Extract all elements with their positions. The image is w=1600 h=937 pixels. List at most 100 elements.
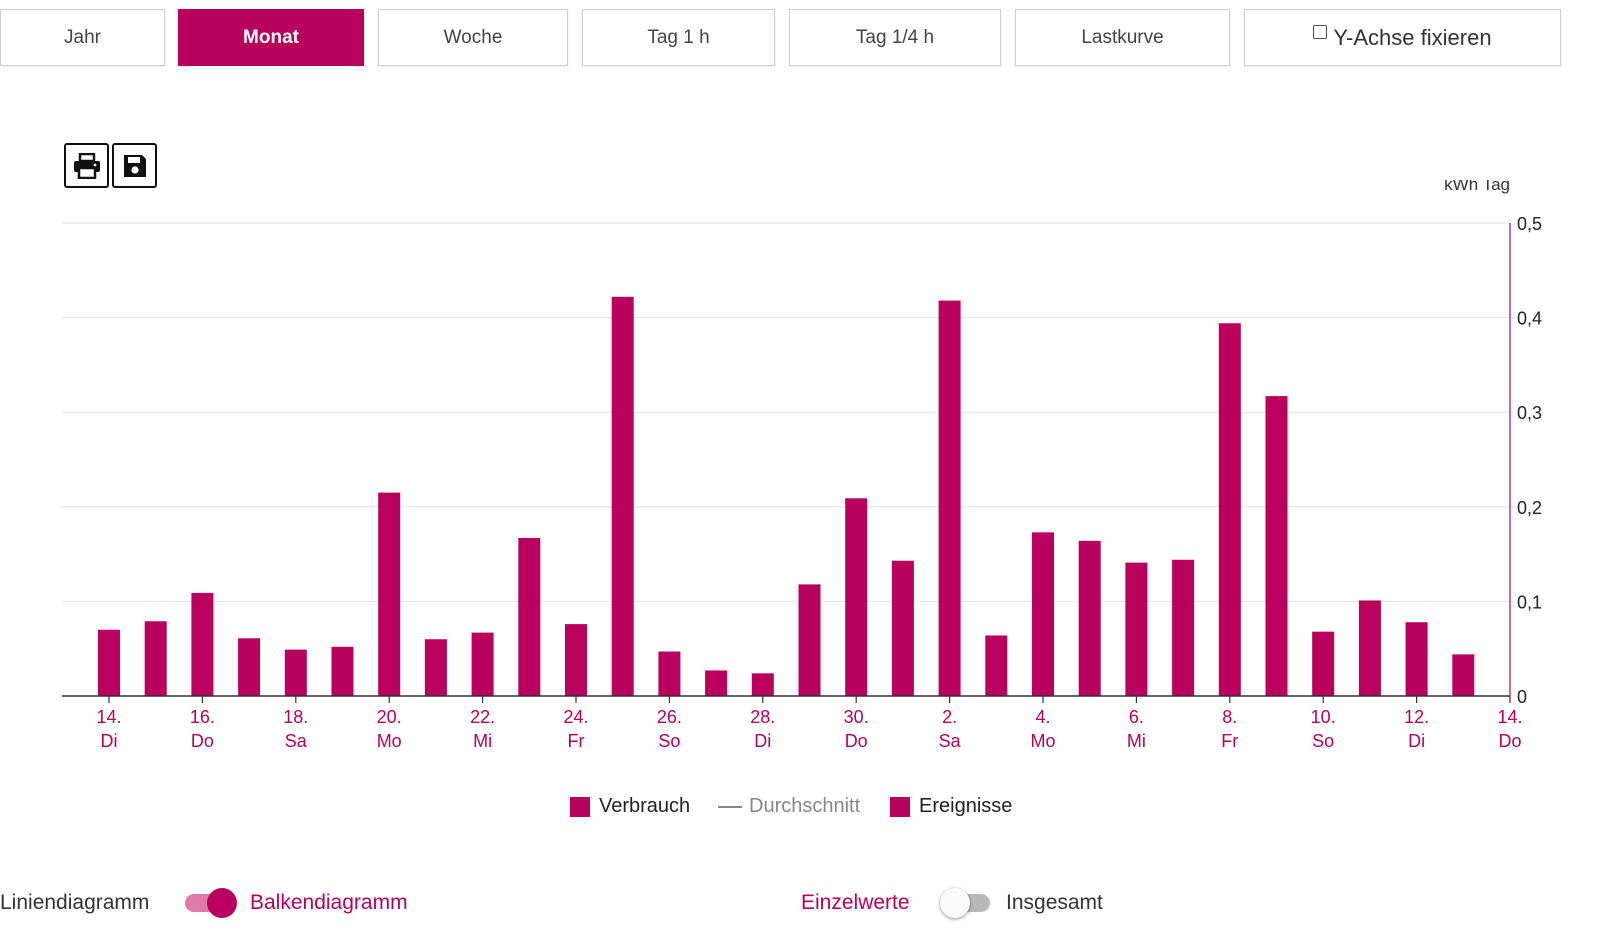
bar-day-32: [938, 300, 961, 696]
chart-grid: [62, 222, 1510, 602]
tab-woche[interactable]: Woche: [378, 9, 568, 66]
bar-day-20: [378, 492, 401, 696]
y-tick-label: 0,1: [1517, 592, 1542, 612]
x-tick-date: 28.: [750, 707, 775, 727]
x-tick-weekday: Sa: [939, 731, 962, 751]
bar-day-31: [891, 560, 914, 696]
bar-day-30: [845, 498, 868, 696]
tab-monat[interactable]: Monat: [178, 9, 364, 66]
x-tick-date: 14.: [1497, 707, 1522, 727]
chart-type-toggle-knob: [207, 888, 237, 918]
x-tick-weekday: Di: [101, 731, 118, 751]
y-axis-unit-label: kWh Tag: [1444, 180, 1510, 194]
legend-item-verbrauch[interactable]: Verbrauch: [570, 795, 690, 818]
x-tick-date: 2.: [942, 707, 957, 727]
bar-day-41: [1358, 600, 1381, 696]
y-tick-label: 0,4: [1517, 309, 1542, 329]
tab-tag-1h[interactable]: Tag 1 h: [582, 9, 775, 66]
bar-day-35: [1078, 540, 1101, 696]
x-tick-date: 18.: [283, 707, 308, 727]
bar-day-26: [658, 651, 681, 696]
bar-day-21: [424, 639, 447, 696]
x-tick-date: 8.: [1222, 707, 1237, 727]
x-tick-weekday: Mo: [377, 731, 402, 751]
save-button[interactable]: [112, 143, 157, 188]
x-tick-weekday: Mi: [473, 731, 492, 751]
x-tick-date: 30.: [844, 707, 869, 727]
value-mode-toggle-knob: [940, 888, 970, 918]
bar-day-23: [518, 538, 541, 696]
chart-legend: Verbrauch Durchschnitt Ereignisse: [0, 795, 1600, 825]
bar-day-25: [611, 296, 634, 696]
bar-day-29: [798, 584, 821, 696]
legend-label-ereignisse: Ereignisse: [919, 795, 1013, 817]
bar-day-28: [751, 673, 774, 696]
legend-swatch-verbrauch: [570, 796, 590, 817]
x-tick-date: 22.: [470, 707, 495, 727]
x-tick-date: 16.: [190, 707, 215, 727]
x-tick-date: 6.: [1129, 707, 1144, 727]
x-tick-weekday: Mi: [1127, 731, 1146, 751]
bar-day-18: [284, 649, 307, 696]
total-label: Insgesamt: [1006, 891, 1103, 914]
tab-lastkurve[interactable]: Lastkurve: [1015, 9, 1230, 66]
bar-chart-label: Balkendiagramm: [250, 891, 408, 914]
fix-y-axis-label: Y-Achse fixieren: [1333, 24, 1492, 50]
bar-day-38: [1218, 323, 1241, 696]
printer-icon: [73, 152, 100, 179]
x-tick-date: 26.: [657, 707, 682, 727]
x-tick-weekday: So: [658, 731, 680, 751]
legend-item-ereignisse[interactable]: Ereignisse: [890, 795, 1012, 818]
x-tick-weekday: Do: [1498, 731, 1521, 751]
bar-day-27: [705, 670, 728, 696]
legend-label-durchschnitt: Durchschnitt: [749, 795, 861, 817]
y-tick-label: 0,2: [1517, 498, 1542, 518]
x-tick-weekday: Fr: [568, 731, 585, 751]
x-tick-date: 14.: [96, 707, 121, 727]
legend-label-verbrauch: Verbrauch: [599, 795, 691, 817]
fix-y-axis-option[interactable]: Y-Achse fixieren: [1244, 9, 1561, 66]
chart-axes: 0 0,1 0,2 0,3 0,4 0,5 14. Di 16. Do 18. Sa 20. Mo 22. M…: [62, 214, 1542, 751]
chart-controls: Liniendiagramm Balkendiagramm Einzelwert…: [0, 885, 1600, 921]
x-tick-date: 24.: [563, 707, 588, 727]
tab-jahr[interactable]: Jahr: [0, 9, 165, 66]
x-tick-weekday: Fr: [1221, 731, 1238, 751]
bar-day-17: [238, 638, 261, 696]
bar-day-19: [331, 646, 354, 696]
bar-day-33: [985, 635, 1008, 696]
x-tick-weekday: Di: [1408, 731, 1425, 751]
bar-day-37: [1172, 559, 1195, 696]
chart-bars: [98, 296, 1475, 696]
y-tick-label: 0,3: [1517, 403, 1542, 423]
period-tabs: Jahr Monat Woche Tag 1 h Tag 1/4 h Lastk…: [0, 9, 1600, 68]
single-values-label: Einzelwerte: [801, 891, 910, 914]
bar-day-22: [471, 632, 494, 696]
x-tick-date: 4.: [1035, 707, 1050, 727]
bar-day-24: [565, 624, 587, 696]
x-tick-weekday: Do: [845, 731, 868, 751]
bar-day-36: [1125, 562, 1148, 696]
bar-day-42: [1405, 622, 1428, 696]
legend-swatch-ereignisse: [890, 796, 910, 817]
y-tick-label: 0: [1517, 687, 1527, 707]
legend-item-durchschnitt[interactable]: Durchschnitt: [718, 795, 860, 818]
bar-day-15: [144, 621, 167, 696]
bar-day-39: [1265, 396, 1288, 696]
chart-type-toggle[interactable]: [185, 888, 237, 918]
legend-line-durchschnitt: [718, 805, 742, 808]
bar-day-34: [1032, 532, 1054, 696]
value-mode-toggle[interactable]: [940, 888, 992, 918]
x-tick-weekday: Mo: [1030, 731, 1055, 751]
x-tick-weekday: Di: [754, 731, 771, 751]
x-tick-date: 20.: [377, 707, 402, 727]
bar-day-43: [1452, 654, 1475, 696]
x-tick-weekday: Do: [191, 731, 214, 751]
x-tick-weekday: Sa: [285, 731, 308, 751]
x-tick-date: 10.: [1311, 707, 1336, 727]
fix-y-axis-checkbox[interactable]: [1313, 24, 1328, 39]
bar-day-40: [1312, 631, 1335, 696]
x-tick-weekday: So: [1312, 731, 1334, 751]
print-button[interactable]: [64, 143, 109, 188]
consumption-chart: 0 0,1 0,2 0,3 0,4 0,5 14. Di 16. Do 18. Sa 20. Mo 22. M…: [62, 180, 1542, 751]
tab-tag-quarter-h[interactable]: Tag 1/4 h: [789, 9, 1001, 66]
